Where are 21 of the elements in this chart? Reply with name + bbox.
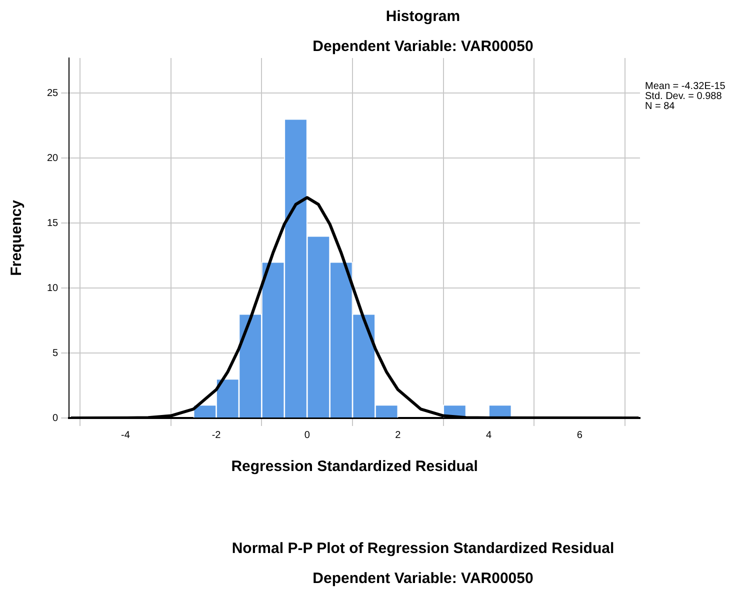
y-tick-label: 0 <box>52 412 59 424</box>
text: Dependent Variable: VAR00050 <box>312 570 534 587</box>
y-tick-label: 20 <box>47 152 59 164</box>
y-tick-label: 5 <box>52 348 59 359</box>
y-axis-title: Frequency <box>8 199 26 276</box>
chart-subtitle: Dependent Variable: VAR00050 <box>312 38 534 55</box>
text: Normal P-P Plot of Regression Standardized Residual <box>232 540 614 557</box>
text: N = 84 <box>645 101 675 112</box>
chart-title: Histogram <box>386 8 460 25</box>
text: Std. Dev. = 0.988 <box>645 91 722 102</box>
x-tick-label: -2 <box>212 430 222 441</box>
x-tick-label: 6 <box>576 430 583 441</box>
y-tick-label: 15 <box>47 218 59 229</box>
x-tick-label: -4 <box>120 430 130 441</box>
x-axis-title: Regression Standardized Residual <box>231 458 478 476</box>
x-tick-label: 4 <box>486 430 492 441</box>
y-tick-label: 10 <box>47 282 59 294</box>
y-tick-label: 25 <box>47 88 59 99</box>
x-tick-label: 0 <box>304 430 310 441</box>
text: Mean = -4.32E-15 <box>645 81 726 92</box>
x-tick-label: 2 <box>395 430 402 441</box>
